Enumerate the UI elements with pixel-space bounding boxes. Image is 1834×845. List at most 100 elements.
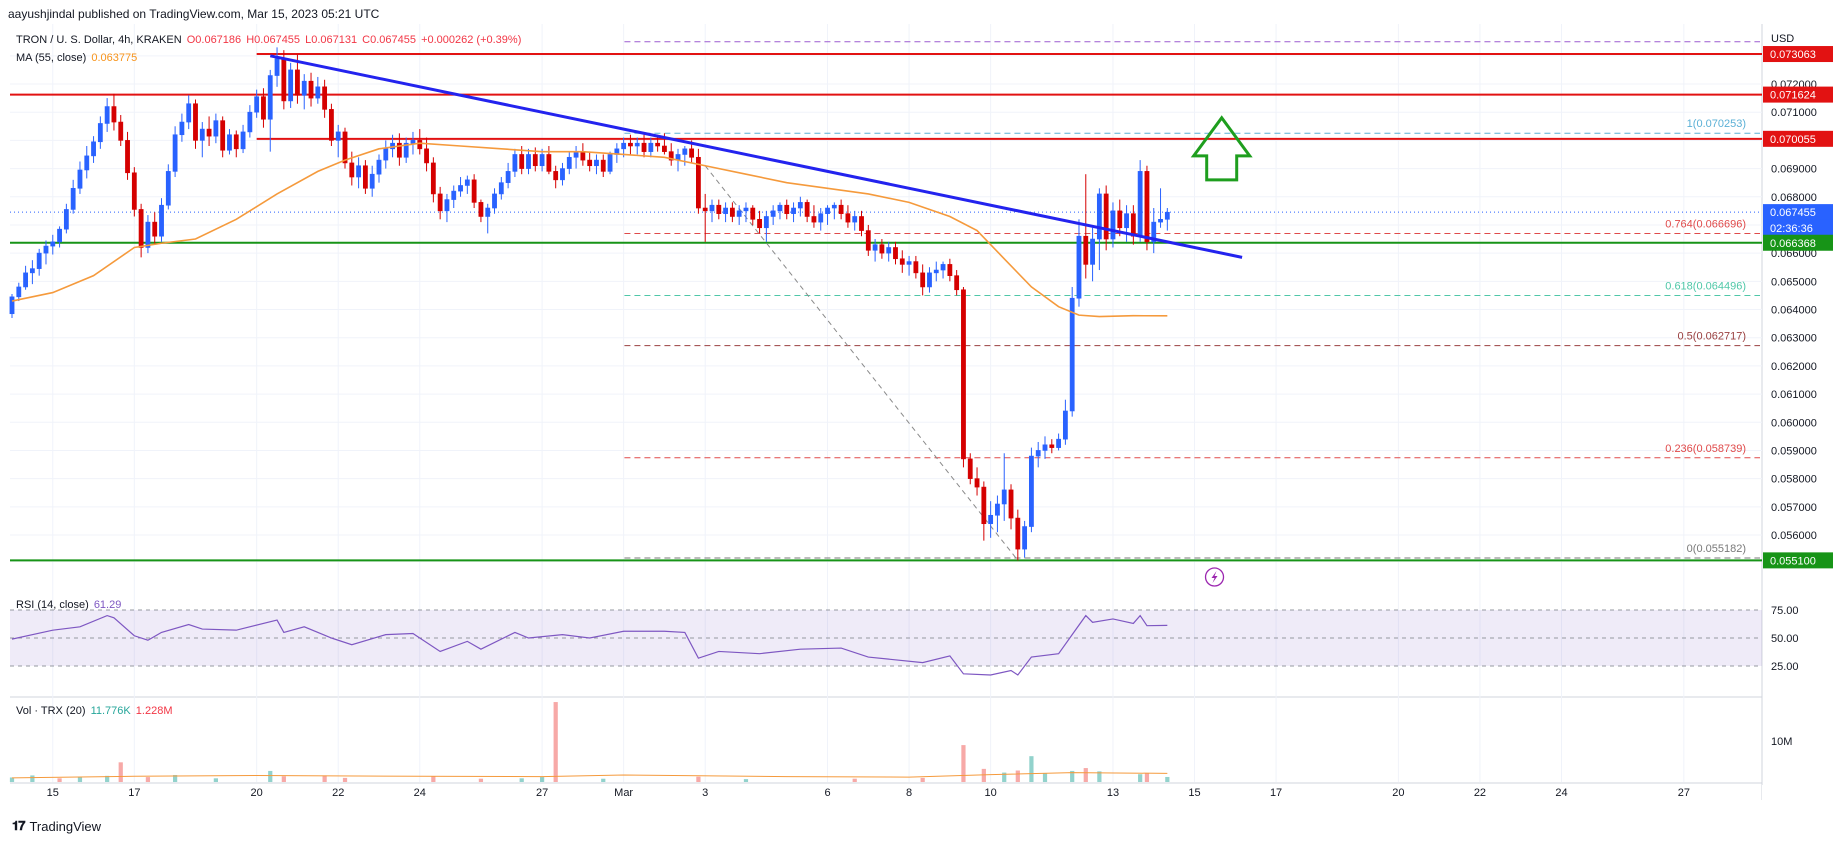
candle-down: [893, 247, 898, 260]
candle-down: [804, 202, 810, 217]
y-tick-label: 0.059000: [1771, 445, 1817, 457]
rsi-tick-label: 75.00: [1771, 605, 1799, 617]
candle-up: [84, 155, 90, 171]
volume-bar: [118, 762, 123, 782]
ohlc-low: L0.067131: [305, 34, 358, 46]
candle-up: [988, 514, 994, 525]
volume-bar: [172, 775, 178, 782]
rsi-legend[interactable]: RSI (14, close) 61.29: [16, 599, 123, 611]
candle-down: [695, 156, 701, 209]
up-arrow-icon: [1190, 115, 1253, 182]
volume-bar: [268, 770, 273, 782]
candle-up: [709, 204, 715, 212]
candle-up: [791, 207, 796, 214]
candle-up: [512, 154, 518, 172]
candle-up: [444, 199, 450, 212]
candle-up: [199, 128, 205, 141]
candle-down: [662, 145, 667, 152]
symbol-title: TRON / U. S. Dollar, 4h, KRAKEN: [16, 34, 182, 46]
candle-down: [716, 204, 722, 214]
y-tick-label: 0.063000: [1771, 333, 1817, 345]
candle-down: [220, 120, 226, 151]
candle-down: [811, 216, 817, 223]
x-tick-label: Mar: [614, 787, 633, 799]
candle-up: [485, 207, 491, 217]
volume-bar: [145, 777, 151, 782]
volume-bar: [342, 777, 348, 782]
candle-down: [729, 207, 735, 217]
x-tick-label: 22: [332, 787, 344, 799]
x-tick-label: 24: [414, 787, 426, 799]
y-tick-label: 0.061000: [1771, 389, 1817, 401]
candle-up: [995, 503, 1000, 516]
candle-up: [451, 190, 457, 200]
price-axis-badge: [1763, 219, 1833, 236]
candle-down: [349, 162, 355, 178]
candle-up: [240, 131, 246, 150]
candle-down: [261, 96, 266, 120]
candle-up: [267, 75, 273, 120]
volume-bar: [961, 745, 966, 782]
volume-bar: [1144, 772, 1150, 782]
candle-up: [797, 202, 803, 209]
candle-up: [539, 154, 545, 167]
ma-label: MA (55, close): [16, 52, 87, 64]
candle-up: [621, 142, 627, 150]
candle-down: [396, 142, 402, 158]
candle-down: [947, 264, 953, 276]
volume-legend[interactable]: Vol · TRX (20) 11.776K 1.228M: [16, 705, 175, 717]
candle-up: [1137, 171, 1143, 237]
volume-tick-label: 10M: [1771, 736, 1792, 748]
axis-corner: [1762, 785, 1834, 801]
candle-down: [600, 159, 606, 172]
candle-down: [233, 134, 239, 150]
candle-down: [913, 261, 919, 274]
ma-value: 0.063775: [91, 52, 138, 64]
candle-up: [16, 286, 22, 298]
candle-down: [1103, 193, 1109, 240]
candle-up: [369, 173, 375, 189]
symbol-legend[interactable]: TRON / U. S. Dollar, 4h, KRAKEN O0.06718…: [16, 34, 523, 46]
candle-up: [376, 159, 382, 175]
candle-up: [1110, 210, 1116, 240]
ma-legend[interactable]: MA (55, close) 0.063775: [16, 52, 139, 64]
candle-up: [301, 80, 307, 96]
x-tick-label: 20: [251, 787, 263, 799]
candle-down: [1144, 171, 1150, 243]
candle-down: [838, 204, 844, 214]
candle-up: [410, 140, 416, 144]
price-axis-badge: [1763, 552, 1833, 569]
candle-up: [763, 216, 769, 229]
candle-up: [1022, 526, 1028, 550]
ma55-line: [11, 142, 1168, 318]
trend-line: [269, 54, 1243, 259]
candle-down: [974, 478, 980, 488]
candle-up: [927, 272, 932, 288]
volume-bar: [696, 776, 701, 782]
volume-bar: [981, 768, 986, 782]
candle-up: [634, 142, 640, 147]
fib-level-label: 1(0.070253): [1687, 118, 1746, 130]
candle-up: [165, 171, 171, 206]
candle-up: [1056, 438, 1062, 448]
tradingview-footer[interactable]: 𝟏𝟕 TradingView: [12, 818, 101, 834]
ohlc-close: C0.067455: [362, 34, 416, 46]
rsi-value: 61.29: [93, 599, 122, 611]
rsi-label: RSI (14, close): [16, 599, 89, 611]
candle-up: [736, 210, 742, 217]
candle-down: [1049, 444, 1055, 448]
published-caption: aayushjindal published on TradingView.co…: [8, 7, 380, 21]
candle-up: [63, 209, 69, 230]
volume-bar: [852, 778, 857, 782]
price-axis-badge: [1763, 130, 1833, 147]
rsi-tick-label: 25.00: [1771, 661, 1799, 673]
candle-down: [899, 258, 905, 265]
x-tick-label: 20: [1392, 787, 1404, 799]
candle-down: [655, 142, 661, 147]
candle-up: [818, 213, 824, 223]
footer-brand: TradingView: [29, 818, 102, 834]
candle-up: [145, 221, 151, 248]
candle-up: [940, 264, 946, 271]
volume-bar: [743, 779, 749, 782]
